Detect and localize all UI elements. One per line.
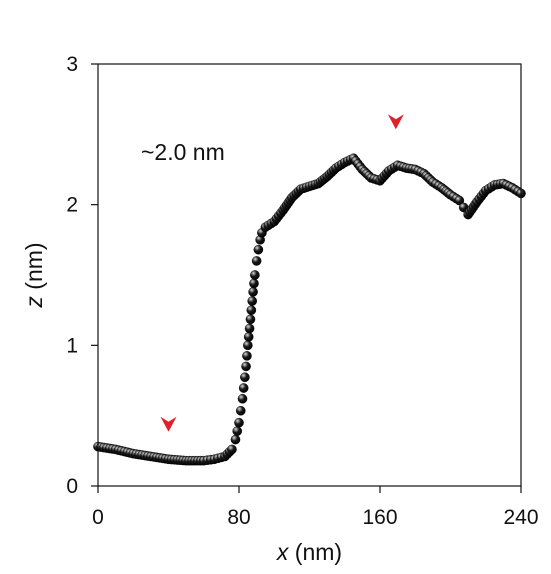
data-point	[249, 278, 259, 289]
y-tick-label: 1	[66, 334, 78, 357]
data-point	[253, 244, 264, 255]
data-point	[250, 270, 260, 280]
data-point	[234, 417, 244, 428]
data-point	[232, 426, 243, 436]
x-tick-label: 240	[503, 506, 538, 529]
y-axis-title: z (nm)	[21, 242, 47, 308]
y-tick-label: 0	[66, 475, 78, 498]
marker-arrow	[387, 114, 404, 130]
data-point	[235, 405, 246, 416]
data-points	[93, 153, 526, 466]
data-point	[244, 323, 255, 334]
data-point	[230, 434, 241, 445]
data-point	[247, 296, 258, 306]
x-axis-title: x (nm)	[276, 539, 342, 565]
data-point	[238, 383, 249, 393]
data-point	[248, 287, 258, 297]
data-point	[243, 332, 254, 342]
x-axis-unit: (nm)	[288, 539, 342, 565]
data-point	[243, 340, 253, 351]
data-point	[454, 195, 465, 206]
data-point	[237, 393, 248, 404]
x-tick-label: 160	[362, 506, 397, 529]
x-tick-label: 0	[92, 506, 104, 529]
y-tick-label: 3	[66, 53, 78, 76]
y-axis-unit: (nm)	[21, 242, 47, 296]
marker-arrow	[160, 416, 177, 432]
step-height-annotation: ~2.0 nm	[141, 139, 225, 165]
x-tick-label: 80	[227, 506, 250, 529]
data-point	[241, 361, 251, 372]
data-point	[245, 314, 256, 325]
data-point	[246, 305, 257, 315]
data-point	[242, 351, 252, 361]
data-point	[240, 372, 250, 383]
y-axis-variable: z	[21, 296, 47, 309]
x-axis-variable: x	[276, 539, 290, 565]
axis-ticks: 0 80 160 240 0 1 2 3	[66, 53, 538, 529]
data-point	[251, 256, 262, 266]
y-tick-label: 2	[66, 194, 78, 217]
plot-frame	[97, 63, 522, 487]
data-point	[227, 444, 237, 455]
annotation-arrows	[160, 114, 404, 432]
